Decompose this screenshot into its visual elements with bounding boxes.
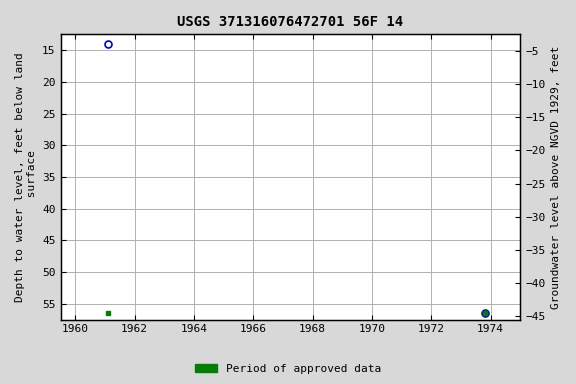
Y-axis label: Depth to water level, feet below land
 surface: Depth to water level, feet below land su… — [15, 52, 37, 302]
Y-axis label: Groundwater level above NGVD 1929, feet: Groundwater level above NGVD 1929, feet — [551, 45, 561, 309]
Title: USGS 371316076472701 56F 14: USGS 371316076472701 56F 14 — [177, 15, 403, 29]
Legend: Period of approved data: Period of approved data — [191, 359, 385, 379]
